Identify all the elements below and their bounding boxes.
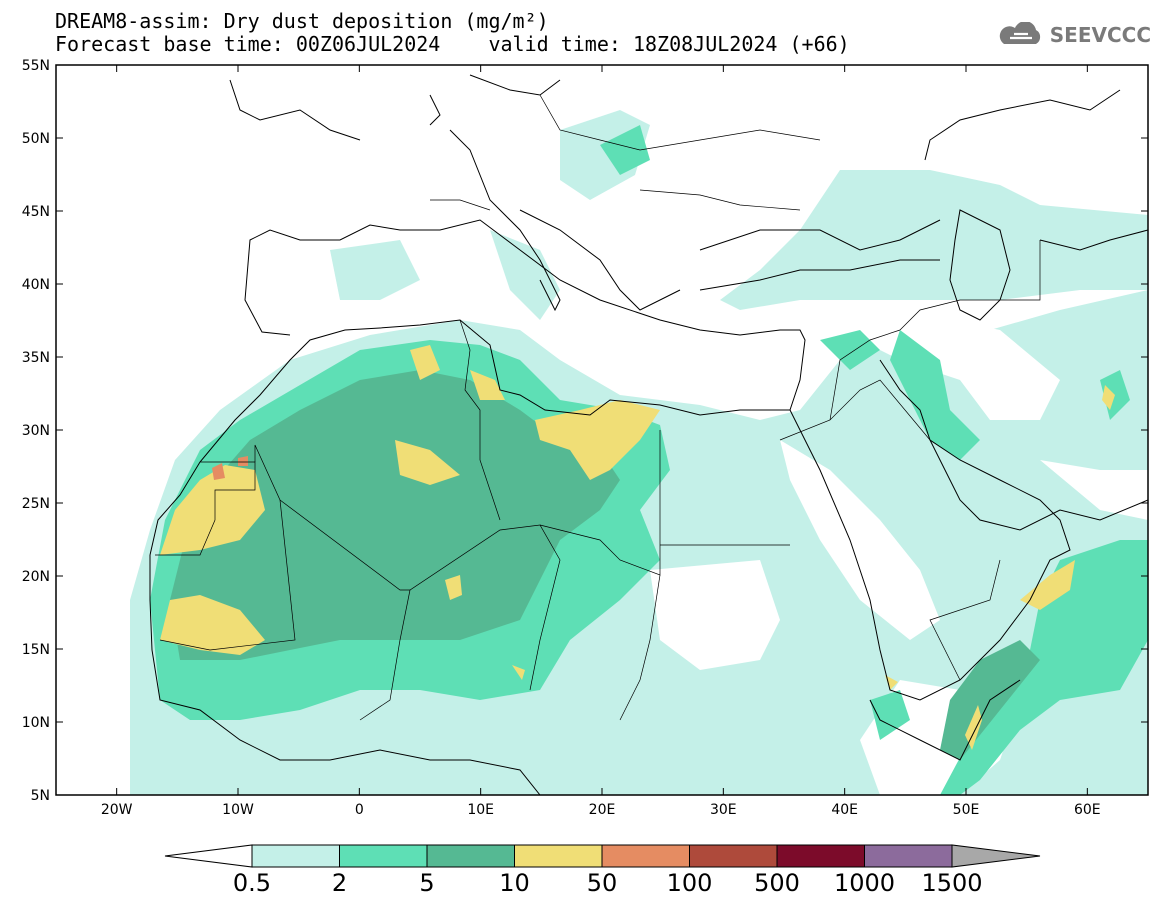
map-title: DREAM8-assim: Dry dust deposition (mg/m²… xyxy=(55,9,549,33)
lat-tick-label: 15N xyxy=(22,642,50,658)
deposition-field-50-100 xyxy=(212,456,248,480)
axis-ticks: 55N 50N 45N 40N 35N 30N 25N 20N 15N 10N 5N 20W 10W 0 1… xyxy=(22,58,1148,818)
colorbar-level-label: 100 xyxy=(667,869,713,897)
colorbar-swatch xyxy=(601,844,690,868)
lon-tick-label: 40E xyxy=(831,802,858,818)
coastlines xyxy=(149,74,1148,795)
logo-text: SEEVCCC xyxy=(1049,23,1151,47)
colorbar-swatch xyxy=(776,844,865,868)
colorbar-level-label: 10 xyxy=(499,869,530,897)
lat-tick-label: 50N xyxy=(22,131,50,147)
colorbar-swatch xyxy=(514,844,603,868)
lon-tick-label: 50E xyxy=(953,802,980,818)
lon-tick-label: 20E xyxy=(589,802,616,818)
lon-tick-label: 10W xyxy=(222,802,254,818)
lat-tick-label: 45N xyxy=(22,204,50,220)
colorbar-level-label: 1000 xyxy=(834,869,895,897)
lat-tick-label: 40N xyxy=(22,277,50,293)
lat-tick-label: 20N xyxy=(22,569,50,585)
lat-tick-label: 5N xyxy=(31,788,50,804)
colorbar-level-label: 5 xyxy=(419,869,434,897)
colorbar-under-arrow xyxy=(164,844,253,868)
forecast-time-info: Forecast base time: 00Z06JUL2024 valid t… xyxy=(55,32,850,56)
colorbar-swatch xyxy=(339,844,428,868)
lat-tick-label: 25N xyxy=(22,496,50,512)
cloud-icon xyxy=(999,22,1040,44)
colorbar: 0.5 2 5 10 50 100 500 1000 1500 xyxy=(164,844,1041,897)
colorbar-level-label: 2 xyxy=(332,869,347,897)
lon-tick-label: 60E xyxy=(1074,802,1101,818)
colorbar-level-label: 500 xyxy=(754,869,800,897)
country-borders xyxy=(155,94,1041,721)
lon-tick-label: 10E xyxy=(467,802,494,818)
colorbar-over-arrow xyxy=(951,844,1041,868)
colorbar-swatch xyxy=(689,844,778,868)
lon-tick-label: 0 xyxy=(355,802,364,818)
colorbar-level-label: 0.5 xyxy=(233,869,271,897)
colorbar-level-label: 1500 xyxy=(921,869,982,897)
lat-tick-label: 55N xyxy=(22,58,50,74)
lat-tick-label: 30N xyxy=(22,423,50,439)
colorbar-swatch xyxy=(864,844,953,868)
lat-tick-label: 35N xyxy=(22,350,50,366)
colorbar-swatch xyxy=(251,844,340,868)
lon-tick-label: 30E xyxy=(710,802,737,818)
lon-tick-label: 20W xyxy=(101,802,133,818)
map-plot-area xyxy=(56,65,1148,795)
seevccc-logo: SEEVCCC xyxy=(994,22,1151,48)
colorbar-level-label: 50 xyxy=(587,869,618,897)
deposition-field-10-50 xyxy=(160,345,1115,750)
lat-tick-label: 10N xyxy=(22,715,50,731)
colorbar-swatch xyxy=(426,844,515,868)
